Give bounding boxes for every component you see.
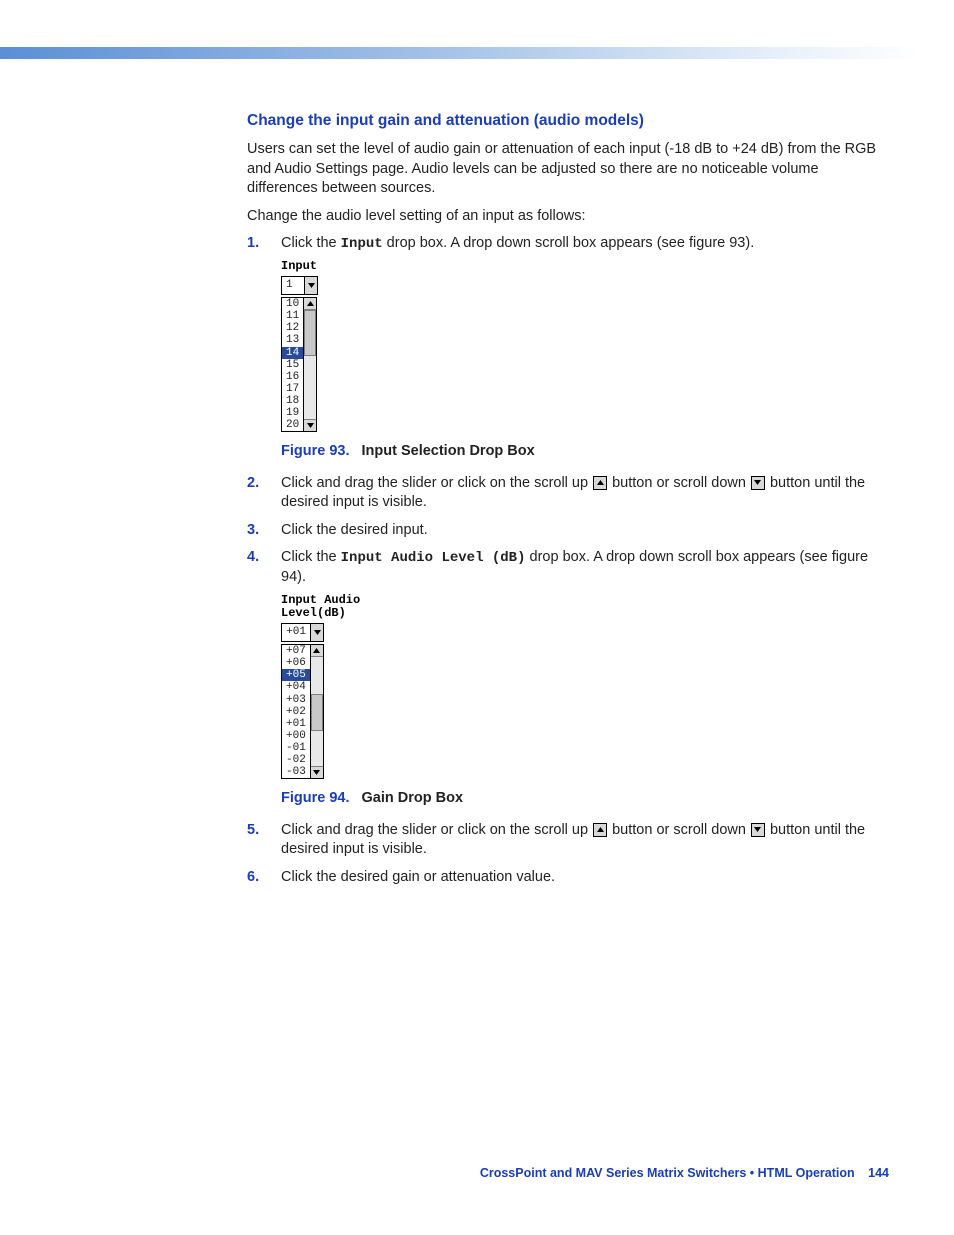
step-2: 2. Click and drag the slider or click on… [247, 474, 887, 513]
scroll-up-icon [307, 301, 314, 306]
fig94-select[interactable]: +01 [281, 623, 329, 642]
steps-list: 1. Click the Input drop box. A drop down… [247, 234, 887, 887]
step-4-text-pre: Click the [281, 549, 341, 565]
list-item[interactable]: +00 [282, 730, 310, 742]
list-item[interactable]: 15 [282, 359, 303, 371]
chevron-down-icon [308, 283, 315, 288]
step-3: 3. Click the desired input. [247, 521, 887, 541]
step-6-text: Click the desired gain or attenuation va… [281, 869, 555, 885]
fig94-scroll-thumb[interactable] [311, 694, 323, 731]
step-5-text-mid: button or scroll down [608, 822, 750, 838]
step-3-number: 3. [247, 521, 259, 541]
section-heading: Change the input gain and attenuation (a… [247, 112, 887, 130]
step-6: 6. Click the desired gain or attenuation… [247, 868, 887, 888]
fig94-caption-title: Gain Drop Box [362, 790, 464, 806]
scroll-down-icon [307, 423, 314, 428]
intro-paragraph-2: Change the audio level setting of an inp… [247, 207, 887, 227]
list-item[interactable]: 17 [282, 383, 303, 395]
fig93-label: Input [281, 260, 887, 273]
list-item[interactable]: +03 [282, 694, 310, 706]
fig93-caption-num: Figure 93. [281, 443, 350, 459]
list-item[interactable]: 12 [282, 322, 303, 334]
scroll-down-icon [313, 770, 320, 775]
fig93-scroll-down[interactable] [304, 419, 316, 431]
list-item[interactable]: 11 [282, 310, 303, 322]
fig94-select-value: +01 [281, 623, 311, 642]
figure-93-dropbox: Input 1 1011121314151617181920 [281, 260, 887, 432]
fig94-scroll-track[interactable] [311, 657, 323, 766]
step-1-code: Input [341, 236, 383, 252]
list-item[interactable]: -02 [282, 754, 310, 766]
scroll-up-icon-inline [593, 823, 607, 837]
step-2-text-mid: button or scroll down [608, 475, 750, 491]
step-5-number: 5. [247, 821, 259, 841]
fig93-select[interactable]: 1 [281, 276, 321, 295]
scroll-up-icon [313, 648, 320, 653]
fig93-scroll-thumb[interactable] [304, 310, 316, 356]
step-2-text-pre: Click and drag the slider or click on th… [281, 475, 592, 491]
list-item[interactable]: 13 [282, 334, 303, 346]
fig93-scroll-track[interactable] [304, 310, 316, 419]
header-gradient-bar [0, 47, 920, 59]
fig93-scrollbar[interactable] [303, 298, 316, 431]
list-item[interactable]: 16 [282, 371, 303, 383]
fig93-select-value: 1 [281, 276, 305, 295]
figure-93-caption: Figure 93. Input Selection Drop Box [281, 442, 887, 462]
fig94-scrollbar[interactable] [310, 645, 323, 778]
step-1: 1. Click the Input drop box. A drop down… [247, 234, 887, 462]
fig94-label: Input Audio Level(dB) [281, 594, 887, 620]
step-2-number: 2. [247, 474, 259, 494]
list-item[interactable]: -03 [282, 766, 310, 778]
step-4: 4. Click the Input Audio Level (dB) drop… [247, 548, 887, 808]
step-5: 5. Click and drag the slider or click on… [247, 821, 887, 860]
list-item[interactable]: +02 [282, 706, 310, 718]
step-6-number: 6. [247, 868, 259, 888]
intro-paragraph-1: Users can set the level of audio gain or… [247, 140, 887, 199]
list-item[interactable]: 10 [282, 298, 303, 310]
list-item[interactable]: +04 [282, 681, 310, 693]
scroll-down-icon-inline [751, 823, 765, 837]
step-1-text-pre: Click the [281, 235, 341, 251]
list-item[interactable]: +05 [282, 669, 310, 681]
page-footer: CrossPoint and MAV Series Matrix Switche… [480, 1166, 889, 1180]
figure-94-caption: Figure 94. Gain Drop Box [281, 789, 887, 809]
step-1-number: 1. [247, 234, 259, 254]
fig94-listbox[interactable]: +07+06+05+04+03+02+01+00-01-02-03 [281, 644, 324, 779]
footer-title: CrossPoint and MAV Series Matrix Switche… [480, 1166, 855, 1180]
list-item[interactable]: +07 [282, 645, 310, 657]
fig94-select-button[interactable] [310, 623, 324, 642]
list-item[interactable]: +06 [282, 657, 310, 669]
step-4-number: 4. [247, 548, 259, 568]
fig93-list-items[interactable]: 1011121314151617181920 [282, 298, 303, 431]
list-item[interactable]: 19 [282, 407, 303, 419]
step-3-text: Click the desired input. [281, 522, 428, 538]
fig94-scroll-up[interactable] [311, 645, 323, 657]
chevron-down-icon [314, 630, 321, 635]
list-item[interactable]: -01 [282, 742, 310, 754]
fig93-scroll-up[interactable] [304, 298, 316, 310]
step-5-text-pre: Click and drag the slider or click on th… [281, 822, 592, 838]
fig94-scroll-down[interactable] [311, 766, 323, 778]
fig94-list-items[interactable]: +07+06+05+04+03+02+01+00-01-02-03 [282, 645, 310, 778]
fig94-caption-num: Figure 94. [281, 790, 350, 806]
list-item[interactable]: 18 [282, 395, 303, 407]
list-item[interactable]: +01 [282, 718, 310, 730]
scroll-up-icon-inline [593, 476, 607, 490]
page-content: Change the input gain and attenuation (a… [247, 100, 887, 895]
list-item[interactable]: 20 [282, 419, 303, 431]
fig93-listbox[interactable]: 1011121314151617181920 [281, 297, 317, 432]
step-1-text-post: drop box. A drop down scroll box appears… [383, 235, 755, 251]
fig93-select-button[interactable] [304, 276, 318, 295]
footer-page-number: 144 [868, 1166, 889, 1180]
step-4-code: Input Audio Level (dB) [341, 550, 526, 566]
list-item[interactable]: 14 [282, 347, 303, 359]
figure-94-dropbox: Input Audio Level(dB) +01 +07+06+05+04+0… [281, 594, 887, 779]
scroll-down-icon-inline [751, 476, 765, 490]
fig93-caption-title: Input Selection Drop Box [362, 443, 535, 459]
